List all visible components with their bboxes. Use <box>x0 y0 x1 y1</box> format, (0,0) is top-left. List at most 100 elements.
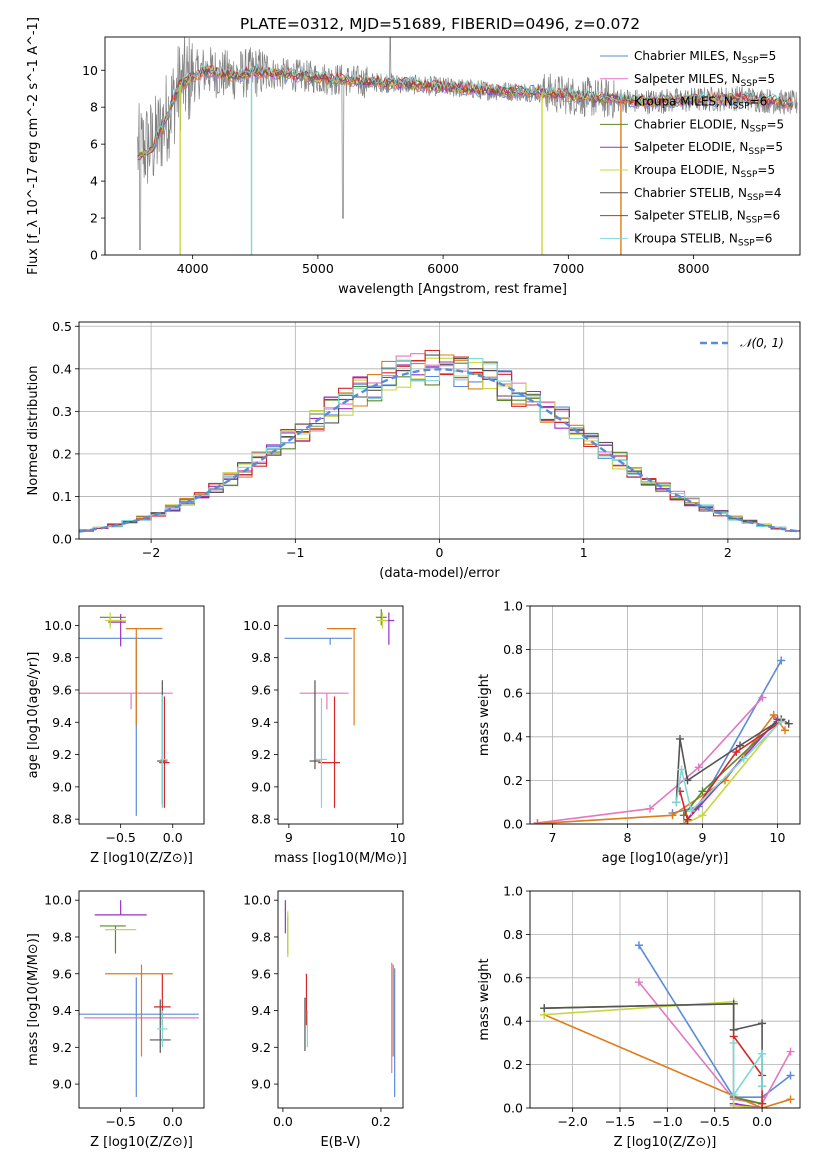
errorbar-point <box>105 612 126 629</box>
age-vs-mass-plot-area <box>284 609 395 808</box>
weight-marker <box>739 754 748 763</box>
x-axis-label: mass [log10(M/M⊙)] <box>274 851 407 866</box>
mass-vs-ebv-plot-area <box>284 900 396 1097</box>
weight-marker <box>729 1038 738 1047</box>
x-tick-label: 7 <box>549 830 557 845</box>
errorbar-point <box>316 698 327 808</box>
errorbar-point <box>284 637 352 645</box>
weight-marker <box>668 811 677 820</box>
mass-vs-Z-panel: −0.5 0.0 9.0 9.2 9.4 9.6 9.8 10.0 Z [log10(Z/Z⊙)… <box>26 890 205 1150</box>
errorbar-point <box>125 628 163 726</box>
x-tick-label: −0.5 <box>700 1114 730 1129</box>
errorbar-point <box>108 614 126 647</box>
x-tick-label: −0.5 <box>105 1114 135 1129</box>
x-tick-label: 9 <box>699 830 707 845</box>
x-tick-label: 1 <box>580 545 588 560</box>
x-tick-label: −2 <box>142 545 160 560</box>
errorbar-point <box>94 900 147 916</box>
errorbar-point <box>376 612 388 629</box>
weight-marker <box>683 815 692 824</box>
x-tick-label: 0 <box>436 545 444 560</box>
y-tick-label: 9.2 <box>251 747 271 762</box>
y-tick-label: 0.0 <box>503 1101 523 1116</box>
weight-marker <box>729 1090 738 1099</box>
weight-marker <box>758 1099 767 1108</box>
weight-vs-Z-panel: −2.0 −1.5 −1.0 −0.5 0.0 0.0 0.2 0.4 0.6 0.8 1.0 Z [… <box>477 884 801 1150</box>
weight-marker <box>672 798 681 807</box>
y-axis-label: mass weight <box>477 958 492 1040</box>
y-axis-label: Flux [f_λ 10^-17 erg cm^-2 s^-1 A^-1] <box>26 17 41 275</box>
x-tick-label: 0.0 <box>163 830 183 845</box>
legend-entry: Chabrier ELODIE, NSSP=5 <box>634 117 784 134</box>
x-tick-label: 0.2 <box>371 1114 391 1129</box>
y-tick-label: 9.8 <box>52 650 72 665</box>
axes-frame <box>529 890 801 1109</box>
y-tick-label: 9.6 <box>52 966 72 981</box>
x-tick-label: −1.0 <box>652 1114 682 1129</box>
y-tick-label: 10.0 <box>44 618 72 633</box>
errorbar-point <box>160 694 168 808</box>
y-tick-label: 9.0 <box>52 1077 72 1092</box>
weight-marker <box>758 693 767 702</box>
weight-marker <box>786 1095 795 1104</box>
y-tick-label: 0.8 <box>503 642 523 657</box>
weight-marker <box>777 656 786 665</box>
legend-entry: Salpeter MILES, NSSP=5 <box>634 72 775 89</box>
y-tick-label: 9.0 <box>251 1077 271 1092</box>
y-tick-label: 6 <box>90 137 98 152</box>
y-tick-label: 0.4 <box>52 361 72 376</box>
y-tick-label: 0.0 <box>503 817 523 832</box>
x-tick-label: −1.5 <box>605 1114 635 1129</box>
weight-line <box>543 1013 791 1108</box>
y-tick-label: 0.4 <box>503 729 523 744</box>
legend-entry: Salpeter ELODIE, NSSP=5 <box>634 140 783 157</box>
y-tick-label: 9.6 <box>251 682 271 697</box>
y-tick-label: 9.4 <box>251 715 271 730</box>
y-tick-label: 10 <box>82 63 98 78</box>
weight-marker <box>732 748 741 757</box>
x-tick-label: 10 <box>770 830 786 845</box>
weight-marker <box>540 1004 549 1013</box>
weight-line <box>544 1000 763 1108</box>
y-tick-label: 9.8 <box>52 929 72 944</box>
weight-marker <box>786 1047 795 1056</box>
weight-series-8 <box>672 717 786 815</box>
x-axis-label: E(B-V) <box>320 1135 360 1150</box>
x-tick-label: 2 <box>724 545 732 560</box>
y-tick-label: 9.4 <box>251 1003 271 1018</box>
y-tick-label: 0.5 <box>52 319 72 334</box>
weight-marker <box>634 941 643 950</box>
x-tick-label: 7000 <box>552 261 584 276</box>
spectrum-plot-area <box>137 37 798 255</box>
mass-vs-ebv-panel: 0.0 0.2 9.0 9.2 9.4 9.6 9.8 10.0 E(B-V) <box>243 890 404 1150</box>
y-tick-label: 9.4 <box>52 715 72 730</box>
y-tick-label: 9.4 <box>52 1003 72 1018</box>
x-tick-label: −0.5 <box>105 830 135 845</box>
y-tick-label: 9.8 <box>251 650 271 665</box>
y-tick-label: 9.0 <box>251 779 271 794</box>
mass-vs-Z-plot-area <box>79 900 199 1097</box>
y-tick-label: 2 <box>90 211 98 226</box>
y-axis-label: Normed distribution <box>26 366 41 496</box>
y-tick-label: 1.0 <box>503 599 523 614</box>
errorbar-point <box>149 999 171 1053</box>
errorbar-point <box>159 696 170 808</box>
y-tick-label: 9.8 <box>251 929 271 944</box>
legend-entry: 𝒩(0, 1) <box>740 336 784 350</box>
weight-line <box>537 697 764 824</box>
weight-marker <box>676 734 684 743</box>
y-axis-label: mass [log10(M/M⊙)] <box>26 933 41 1066</box>
y-tick-label: 8.8 <box>251 812 271 827</box>
y-tick-label: 0.6 <box>503 686 523 701</box>
weight-series-1 <box>533 693 767 824</box>
weight-line <box>679 720 782 822</box>
y-tick-label: 1.0 <box>503 884 523 899</box>
x-tick-label: 9 <box>285 830 293 845</box>
weight-marker <box>687 806 696 815</box>
y-tick-label: 9.2 <box>52 1040 72 1055</box>
weight-marker <box>781 726 789 735</box>
weight-marker <box>736 741 744 750</box>
axes-frame <box>277 890 404 1109</box>
weight-marker <box>634 978 643 987</box>
